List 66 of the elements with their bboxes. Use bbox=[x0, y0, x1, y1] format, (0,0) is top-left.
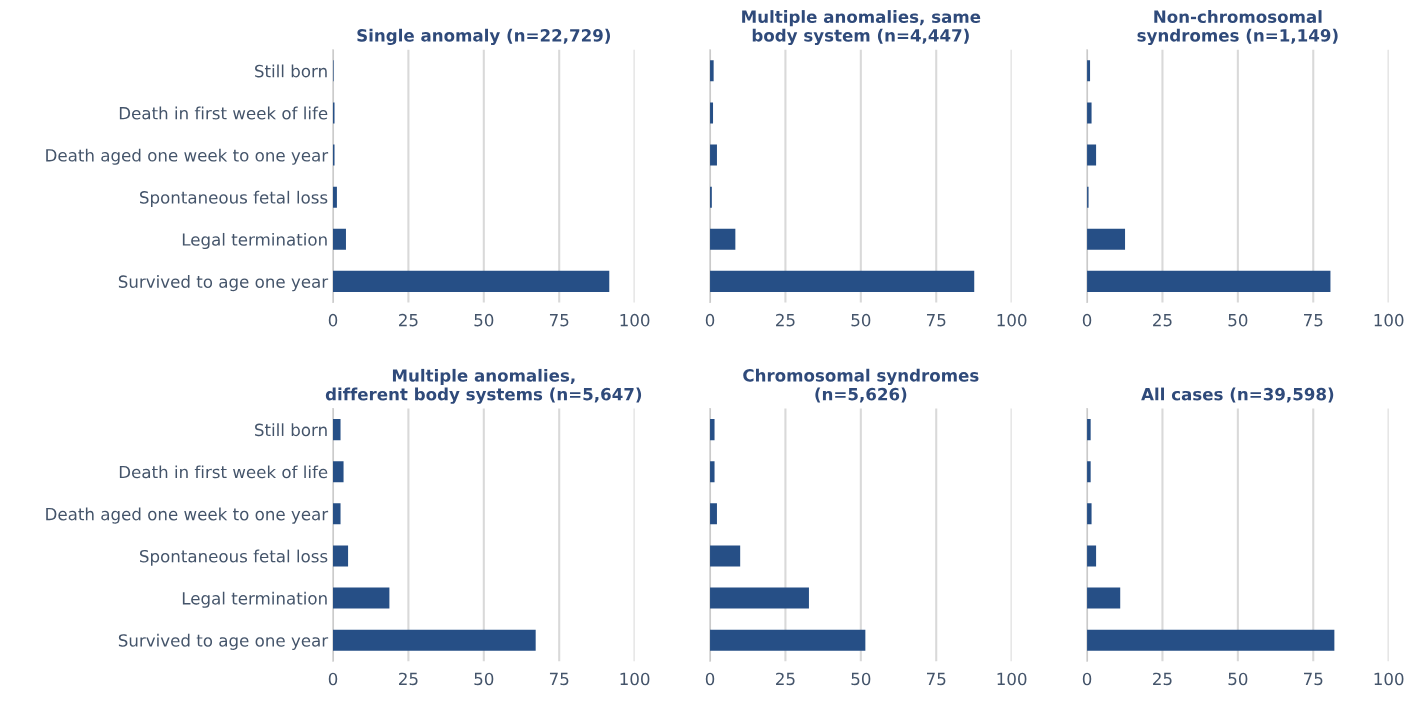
y-tick-label: Legal termination bbox=[182, 591, 327, 608]
y-tick-label: Still born bbox=[255, 423, 327, 437]
chart-title: Multiple anomalies, different body systems (n=5,647) bbox=[325, 368, 642, 404]
bar bbox=[333, 503, 341, 525]
x-tick-label: 0 bbox=[705, 313, 715, 327]
bar bbox=[1087, 270, 1331, 292]
y-tick-label: Survived to age one year bbox=[118, 275, 329, 292]
bar bbox=[333, 419, 341, 441]
y-tick-label: Spontaneous fetal loss bbox=[140, 549, 328, 566]
bar bbox=[710, 228, 736, 250]
chart-title: Single anomaly (n=22,729) bbox=[357, 28, 610, 46]
x-tick-label: 0 bbox=[705, 672, 715, 686]
x-tick-label: 0 bbox=[328, 313, 338, 327]
bar bbox=[333, 270, 610, 292]
bar bbox=[710, 545, 741, 567]
chart-title: All cases (n=39,598) bbox=[1141, 387, 1334, 403]
bar bbox=[333, 461, 344, 483]
x-tick-label: 50 bbox=[474, 672, 494, 686]
x-tick-label: 50 bbox=[851, 672, 871, 686]
x-tick-label: 0 bbox=[1082, 313, 1092, 327]
x-tick-label: 25 bbox=[399, 313, 418, 327]
x-tick-label: 50 bbox=[851, 313, 871, 327]
x-tick-label: 0 bbox=[1082, 672, 1092, 686]
x-tick-label: 75 bbox=[549, 314, 569, 327]
x-tick-label: 75 bbox=[1304, 314, 1323, 327]
x-tick-label: 25 bbox=[1153, 672, 1172, 686]
x-tick-label: 25 bbox=[776, 672, 795, 686]
chart-title: Multiple anomalies, same body system (n=4,447) bbox=[742, 10, 981, 46]
bar bbox=[710, 270, 975, 292]
y-tick-label: Death aged one week to one year bbox=[46, 148, 329, 165]
y-tick-label: Death in first week of life bbox=[119, 106, 328, 120]
chart-title: Non-chromosomal syndromes (n=1,149) bbox=[1137, 10, 1338, 46]
bar bbox=[1087, 228, 1126, 250]
x-tick-label: 50 bbox=[1228, 672, 1248, 686]
y-tick-label: Death in first week of life bbox=[119, 465, 328, 479]
x-tick-label: 25 bbox=[399, 672, 418, 686]
y-tick-label: Survived to age one year bbox=[118, 633, 329, 650]
y-tick-label: Still born bbox=[255, 64, 327, 78]
x-tick-label: 100 bbox=[1374, 313, 1404, 327]
bar bbox=[1087, 587, 1121, 609]
x-tick-label: 25 bbox=[776, 313, 795, 327]
chart-title: Chromosomal syndromes (n=5,626) bbox=[743, 368, 979, 403]
x-tick-label: 50 bbox=[474, 313, 494, 327]
x-tick-label: 75 bbox=[549, 672, 569, 686]
bar bbox=[333, 186, 337, 208]
bar bbox=[1087, 629, 1335, 651]
x-tick-label: 100 bbox=[997, 672, 1027, 686]
x-tick-label: 100 bbox=[1374, 672, 1404, 686]
y-tick-label: Spontaneous fetal loss bbox=[140, 190, 328, 207]
x-tick-label: 25 bbox=[1153, 313, 1172, 327]
x-tick-label: 100 bbox=[620, 313, 650, 327]
bar bbox=[333, 545, 349, 567]
x-tick-label: 0 bbox=[328, 672, 338, 686]
bar bbox=[710, 629, 866, 651]
bar bbox=[333, 629, 536, 651]
x-tick-label: 50 bbox=[1228, 313, 1248, 327]
bar bbox=[333, 587, 390, 609]
bar bbox=[333, 228, 346, 250]
x-tick-label: 75 bbox=[927, 672, 946, 686]
y-tick-label: Death aged one week to one year bbox=[46, 507, 329, 524]
x-tick-label: 100 bbox=[997, 313, 1027, 327]
bar bbox=[710, 587, 809, 609]
x-tick-label: 75 bbox=[1304, 672, 1323, 686]
x-tick-label: 100 bbox=[620, 672, 650, 686]
y-tick-label: Legal termination bbox=[182, 232, 327, 250]
x-tick-label: 75 bbox=[927, 314, 946, 327]
